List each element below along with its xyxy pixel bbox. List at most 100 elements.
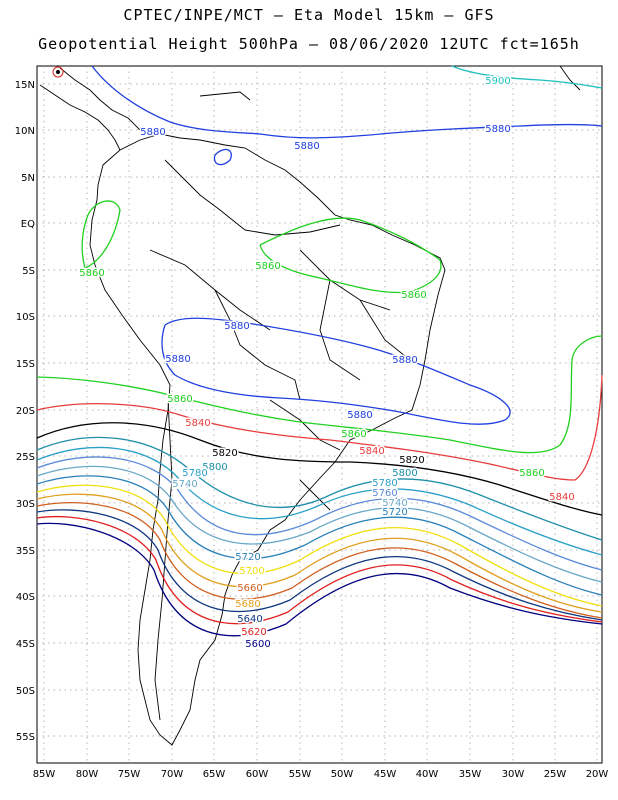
lon-tick-label: 80W [76, 769, 99, 780]
lat-tick-label: 15S [16, 359, 35, 370]
lat-tick-label: 10S [16, 312, 35, 323]
contour-label: 5820 [212, 448, 237, 459]
border-bolivia [214, 289, 301, 401]
contour-5640 [36, 509, 603, 621]
lat-tick-label: 25S [16, 452, 35, 463]
map-frame [36, 65, 603, 764]
contour-label: 5760 [172, 480, 197, 491]
contour-label: 5860 [79, 268, 104, 279]
contour-label: 5860 [255, 261, 280, 272]
contour-5880-south [161, 317, 511, 425]
contour-label: 5860 [167, 394, 192, 405]
border-amazon-north [244, 224, 341, 236]
contour-label: 5880 [347, 410, 372, 421]
contour-label: 5760 [372, 488, 397, 499]
contour-5860-southern [36, 335, 603, 454]
border-brazil-states-2 [319, 279, 361, 381]
graticule [37, 66, 602, 763]
contour-label: 5660 [237, 583, 262, 594]
lat-tick-label: 35S [16, 546, 35, 557]
contour-label: 5860 [341, 429, 366, 440]
lat-tick-label: 20S [16, 406, 35, 417]
contour-label: 5900 [485, 76, 510, 87]
contour-label: 5640 [237, 614, 262, 625]
chart-title-line-1: CPTEC/INPE/MCT – Eta Model 15km – GFS [123, 6, 495, 24]
contour-label: 5880 [294, 141, 319, 152]
contour-label: 5840 [359, 446, 384, 457]
contour-5800 [36, 436, 603, 541]
contour-label: 5880 [224, 321, 249, 332]
contour-label: 5880 [392, 355, 417, 366]
chart-title-line-2: Geopotential Height 500hPa – 08/06/2020 … [38, 35, 580, 53]
contour-label: 5840 [549, 492, 574, 503]
contour-label: 5840 [185, 418, 210, 429]
lon-tick-label: 85W [33, 769, 56, 780]
lon-tick-label: 70W [161, 769, 184, 780]
contour-label: 5800 [392, 468, 417, 479]
contour-label: 5720 [235, 552, 260, 563]
south-america-coastline [89, 133, 446, 746]
contour-5660 [36, 501, 603, 619]
lat-tick-label: 40S [16, 592, 35, 603]
contour-label: 5880 [140, 127, 165, 138]
border-paraguay [269, 399, 341, 451]
lat-tick-label: 55S [16, 732, 35, 743]
lon-tick-label: 50W [331, 769, 354, 780]
lat-tick-label: 45S [16, 639, 35, 650]
contour-5820 [36, 422, 603, 516]
caribbean-island-1 [199, 91, 251, 101]
lon-tick-label: 30W [502, 769, 525, 780]
contour-label: 5880 [165, 354, 190, 365]
contour-5740 [36, 465, 603, 583]
contour-labels: 5900 5880 5880 5880 5880 5880 5880 5880 5860 5860… [78, 75, 576, 652]
contour-label: 5620 [241, 627, 266, 638]
contour-label: 5780 [182, 468, 207, 479]
lon-tick-label: 45W [374, 769, 397, 780]
contour-5880-venezuela [213, 148, 232, 166]
contour-5860-andes [81, 200, 121, 269]
lon-tick-label: 65W [203, 769, 226, 780]
contour-label: 5820 [399, 455, 424, 466]
lon-tick-label: 60W [246, 769, 269, 780]
high-marker-icon [52, 66, 64, 78]
border-brazil-states-1 [299, 249, 391, 311]
central-america-north-coast [59, 67, 141, 131]
lon-tick-label: 20W [586, 769, 609, 780]
border-brazil-states-3 [359, 299, 411, 361]
contour-5840 [36, 374, 603, 481]
lon-tick-label: 40W [416, 769, 439, 780]
lon-tick-label: 55W [289, 769, 312, 780]
contour-5760 [36, 456, 603, 571]
lat-tick-label: 50S [16, 686, 35, 697]
contour-label: 5740 [172, 479, 197, 490]
lon-tick-label: 35W [459, 769, 482, 780]
caribbean-island-2 [559, 65, 581, 91]
central-america-coastline [39, 84, 121, 151]
lat-tick-label: 5N [21, 173, 35, 184]
contour-5900 [451, 65, 603, 89]
contour-label: 5860 [519, 468, 544, 479]
border-peru-brazil [149, 249, 271, 331]
lon-tick-label: 25W [544, 769, 567, 780]
contour-label: 5680 [235, 599, 260, 610]
lat-tick-label: 10N [15, 126, 35, 137]
contour-label: 5600 [245, 639, 270, 650]
coastlines-and-borders [39, 65, 581, 746]
border-colombia-venezuela [164, 159, 246, 231]
contour-5720 [36, 475, 603, 596]
lat-tick-label: 5S [22, 266, 35, 277]
lat-tick-label: EQ [21, 219, 35, 230]
lon-tick-label: 75W [118, 769, 141, 780]
contour-label: 5740 [382, 498, 407, 509]
lat-tick-label: 30S [16, 499, 35, 510]
border-argentina-chile [154, 399, 173, 721]
contour-label: 5700 [239, 566, 264, 577]
contour-label: 5780 [372, 478, 397, 489]
contour-5700 [36, 484, 603, 607]
contour-5680 [36, 493, 603, 613]
lat-tick-label: 15N [15, 80, 35, 91]
axis-ticks: 15N 10N 5N EQ 5S 10S 15S 20S 25S 30S 35S 40S 45S 50S 5… [15, 80, 609, 780]
contour-label: 5800 [202, 462, 227, 473]
contour-label: 5860 [401, 290, 426, 301]
